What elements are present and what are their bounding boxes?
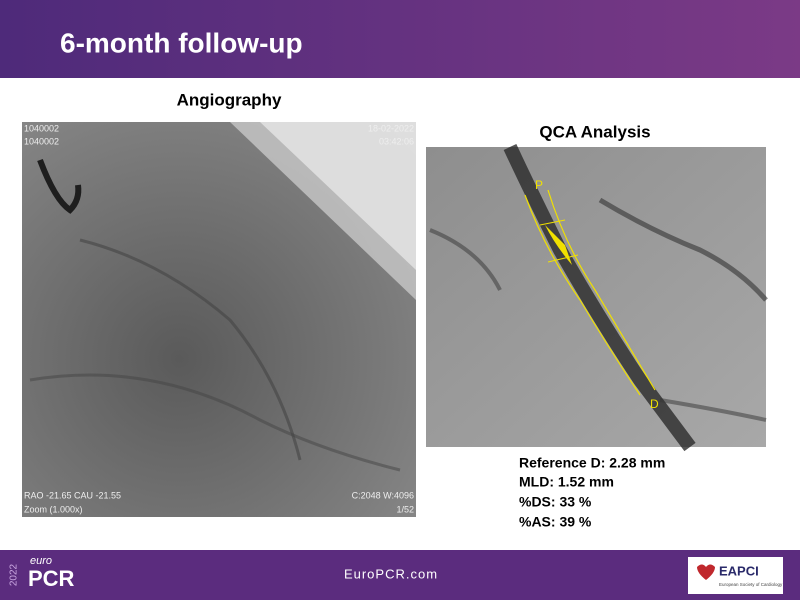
qca-image xyxy=(426,144,768,452)
footer-brand-small: euro xyxy=(30,555,52,567)
angiography-image xyxy=(22,122,416,517)
overlay-text: 1040002 xyxy=(24,136,59,146)
section-title: QCA Analysis xyxy=(539,122,650,141)
overlay-text: 1/52 xyxy=(396,504,414,514)
header-bar xyxy=(0,0,800,78)
logo-heart xyxy=(697,564,715,580)
section-title: Angiography xyxy=(177,90,282,109)
footer-url: EuroPCR.com xyxy=(344,566,438,581)
qca-marker: D xyxy=(650,397,659,411)
qca-marker: P xyxy=(535,178,543,192)
footer-brand: PCR xyxy=(28,566,75,591)
overlay-text: RAO -21.65 CAU -21.55 xyxy=(24,490,121,500)
overlay-text: 03:42:06 xyxy=(379,136,414,146)
logo-text: EAPCI xyxy=(719,563,759,578)
overlay-text: 18-02-2022 xyxy=(368,123,414,133)
footer-year: 2022 xyxy=(9,563,20,586)
qca-results: Reference D: 2.28 mm MLD: 1.52 mm %DS: 3… xyxy=(519,455,665,530)
overlay-text: C:2048 W:4096 xyxy=(352,490,414,500)
qca-result: %AS: 39 % xyxy=(519,514,592,530)
qca-result: Reference D: 2.28 mm xyxy=(519,455,665,471)
overlay-text: Zoom (1.000x) xyxy=(24,504,83,514)
overlay-text: 1040002 xyxy=(24,123,59,133)
angio-overlay: 1040002 1040002 18-02-2022 03:42:06 RAO … xyxy=(24,123,414,514)
qca-result: MLD: 1.52 mm xyxy=(519,474,614,490)
logo-subtext: European Society of Cardiology xyxy=(719,582,783,587)
slide-title: 6-month follow-up xyxy=(60,27,303,58)
qca-result: %DS: 33 % xyxy=(519,494,592,510)
footer-bar xyxy=(0,550,800,600)
